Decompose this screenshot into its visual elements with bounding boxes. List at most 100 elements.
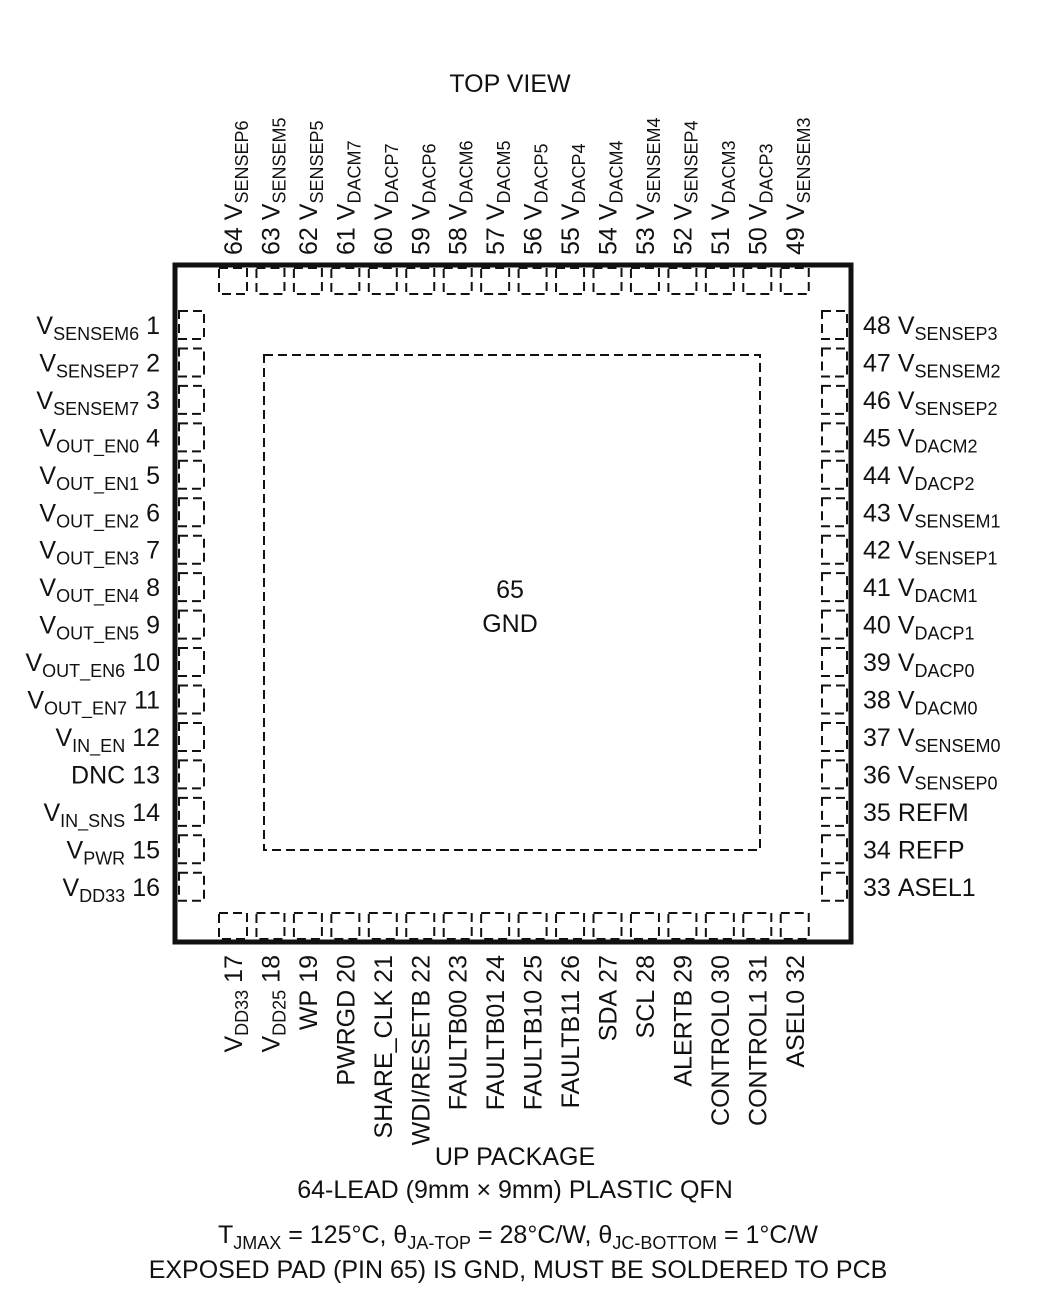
pin-name: FAULTB11	[557, 990, 585, 1109]
pin-pad	[629, 267, 660, 295]
pin-number: 8	[146, 574, 160, 602]
pin-number: 11	[134, 687, 160, 715]
pin-pad	[330, 267, 361, 295]
pin-pad	[292, 267, 323, 295]
pin-name: V	[557, 203, 585, 220]
pin-subscript: OUT_EN5	[56, 624, 139, 645]
pin-number: 26	[557, 955, 585, 983]
pin-subscript: DACM1	[915, 586, 978, 606]
pin-subscript: DACP1	[915, 624, 975, 644]
pin-label: 39 VDACP0	[863, 649, 975, 681]
pin-name: V	[295, 203, 323, 220]
pin-name: ALERTB	[669, 990, 697, 1087]
pin-pad	[821, 721, 848, 752]
pin-name: V	[39, 349, 56, 377]
pin-number: 56	[520, 227, 548, 255]
pin-name: V	[55, 724, 72, 752]
pin-name: V	[27, 687, 44, 715]
pin-number: 38	[863, 687, 891, 715]
pin-number: 52	[669, 227, 697, 255]
pin-pad	[821, 572, 848, 603]
pin-number: 50	[744, 227, 772, 255]
pin-name: WDI/RESETB	[407, 990, 435, 1146]
pin-label: 56 VDACP5	[520, 143, 552, 255]
pin-label: 62 VSENSEP5	[295, 120, 327, 255]
pin-name: FAULTB10	[520, 990, 548, 1110]
pin-pad	[178, 422, 205, 453]
pin-pad	[821, 871, 848, 902]
pin-subscript: SENSEP3	[915, 324, 998, 344]
pin-subscript: SENSEM5	[269, 117, 289, 203]
pin-label: 38 VDACM0	[863, 687, 978, 719]
pin-number: 32	[782, 955, 810, 983]
pin-name: V	[257, 203, 285, 220]
pin-name: SHARE_CLK	[370, 989, 398, 1138]
pin-pad	[178, 384, 205, 415]
pin-subscript: DACM7	[344, 140, 364, 203]
pin-pad	[821, 796, 848, 827]
pin-name: V	[220, 203, 248, 220]
pin-name: V	[744, 203, 772, 220]
pin-name: V	[370, 203, 398, 220]
pin-number: 18	[257, 955, 285, 983]
pin-label: 53 VSENSEM4	[632, 117, 664, 255]
pin-pad	[629, 912, 660, 940]
pin-subscript: SENSEM2	[915, 361, 1001, 381]
pin-label: VIN_SNS 14	[43, 799, 160, 832]
pin-pad	[555, 912, 586, 940]
pin-pad	[442, 267, 473, 295]
pin-number: 30	[707, 955, 735, 983]
pin-pad	[821, 609, 848, 640]
pin-label: 46 VSENSEP2	[863, 387, 998, 419]
pin-pad	[178, 347, 205, 378]
pin-subscript: DACP6	[419, 143, 439, 203]
pin-number: 61	[332, 227, 360, 255]
pin-name: DNC	[71, 761, 125, 789]
pin-number: 4	[146, 424, 160, 452]
pin-name: V	[898, 387, 915, 415]
pin-name: V	[898, 761, 915, 789]
pin-number: 27	[595, 955, 623, 983]
pin-pad	[442, 912, 473, 940]
pin-number: 49	[782, 227, 810, 255]
subscript: JMAX	[233, 1233, 281, 1253]
pin-name: V	[898, 649, 915, 677]
pin-label: VDD25 18	[257, 955, 289, 1053]
pin-label: VOUT_EN1 5	[39, 462, 160, 495]
pin-pad	[592, 267, 623, 295]
pin-subscript: SENSEP4	[681, 120, 701, 203]
pin-name: V	[898, 499, 915, 527]
pin-label: 36 VSENSEP0	[863, 761, 998, 793]
pin-label: FAULTB11 26	[557, 955, 585, 1108]
pin-name: SCL	[632, 990, 660, 1039]
pin-name: V	[898, 312, 915, 340]
pin-name: V	[220, 1036, 248, 1053]
pin-label: ALERTB 29	[669, 955, 697, 1087]
pin-subscript: SENSEP2	[915, 399, 998, 419]
pin-label: 57 VDACM5	[482, 140, 514, 255]
pin-pad	[218, 912, 248, 940]
pin-label: VPWR 15	[67, 836, 161, 868]
pin-subscript: IN_EN	[72, 736, 125, 757]
pin-label: 37 VSENSEM0	[863, 724, 1001, 756]
package-outline	[172, 262, 854, 945]
pin-pad	[821, 459, 848, 490]
pin-number: 19	[295, 955, 323, 983]
pin-pad	[821, 684, 848, 715]
pin-subscript: SENSEP5	[307, 120, 327, 203]
pin-name: V	[782, 203, 810, 220]
pin-pad	[742, 267, 773, 295]
pin-name: V	[43, 799, 60, 827]
pin-name: V	[898, 612, 915, 640]
pin-pad	[405, 912, 436, 940]
pin-subscript: DACP4	[569, 143, 589, 203]
pin-pad	[178, 796, 205, 827]
pin-number: 58	[445, 227, 473, 255]
pin-label: 58 VDACM6	[445, 140, 477, 255]
pin-label: VOUT_EN7 11	[27, 687, 160, 720]
pin-label: 35 REFM	[863, 799, 969, 827]
text: T	[218, 1221, 233, 1249]
subscript: JC-BOTTOM	[612, 1233, 717, 1253]
pin-number: 33	[863, 874, 891, 902]
pin-pad	[178, 834, 205, 865]
